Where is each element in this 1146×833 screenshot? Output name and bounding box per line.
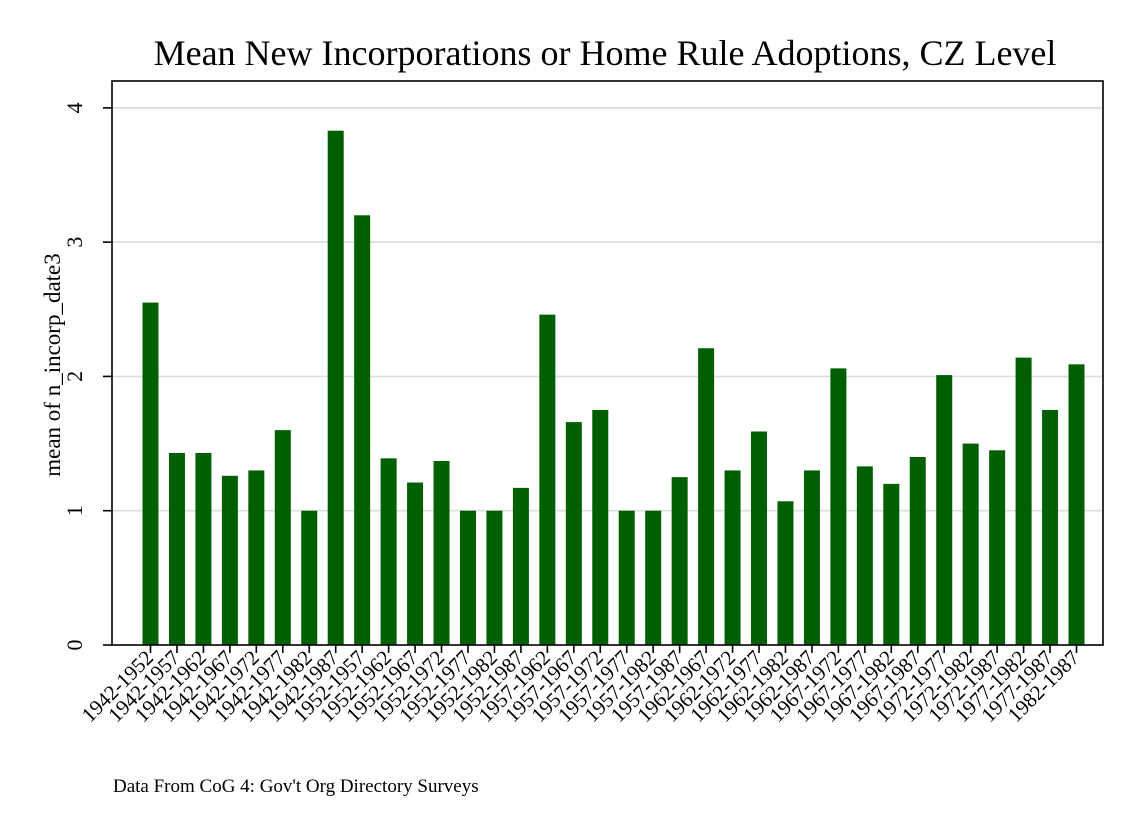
bar: [803, 470, 820, 645]
bar: [539, 314, 556, 645]
bar: [168, 452, 185, 645]
bars: [142, 130, 1085, 646]
bar: [989, 450, 1006, 645]
bar: [856, 466, 873, 645]
y-tick-label: 4: [62, 102, 87, 113]
y-tick-label: 2: [62, 371, 87, 382]
bar: [751, 431, 768, 645]
bar: [909, 457, 926, 645]
bar: [698, 348, 715, 645]
bar: [1042, 410, 1059, 645]
bar: [327, 130, 344, 645]
bar: [645, 510, 662, 645]
y-tick-label: 1: [62, 505, 87, 516]
bar: [1068, 364, 1085, 645]
bar: [777, 501, 794, 645]
bar: [592, 410, 609, 645]
bar: [724, 470, 741, 645]
bar: [962, 443, 979, 645]
bar: [830, 368, 847, 645]
bar: [936, 375, 953, 645]
bar: [883, 483, 900, 645]
chart-title: Mean New Incorporations or Home Rule Ado…: [154, 33, 1057, 73]
x-axis: 1942-19521942-19571942-19621942-19671942…: [77, 645, 1084, 727]
bar: [142, 302, 159, 645]
y-axis-label: mean of n_incorp_date3: [40, 253, 65, 477]
bar: [512, 487, 529, 645]
y-tick-label: 0: [62, 640, 87, 651]
bar: [671, 477, 688, 645]
bar: [433, 461, 450, 645]
bar: [274, 430, 291, 645]
y-axis: 0 1 2 3 4: [62, 102, 112, 651]
bar: [301, 510, 318, 645]
chart-note: Data From CoG 4: Gov't Org Directory Sur…: [113, 776, 479, 797]
bar: [380, 458, 397, 645]
bar: [248, 470, 265, 645]
bar: [1015, 357, 1032, 645]
bar: [195, 452, 212, 645]
bar: [459, 510, 476, 645]
bar: [407, 482, 424, 645]
bar: [354, 215, 371, 646]
bar: [565, 422, 582, 645]
bar: [618, 510, 635, 645]
bar: [486, 510, 503, 645]
bar: [221, 475, 238, 645]
plot-frame: [111, 80, 1104, 646]
y-tick-label: 3: [62, 237, 87, 248]
